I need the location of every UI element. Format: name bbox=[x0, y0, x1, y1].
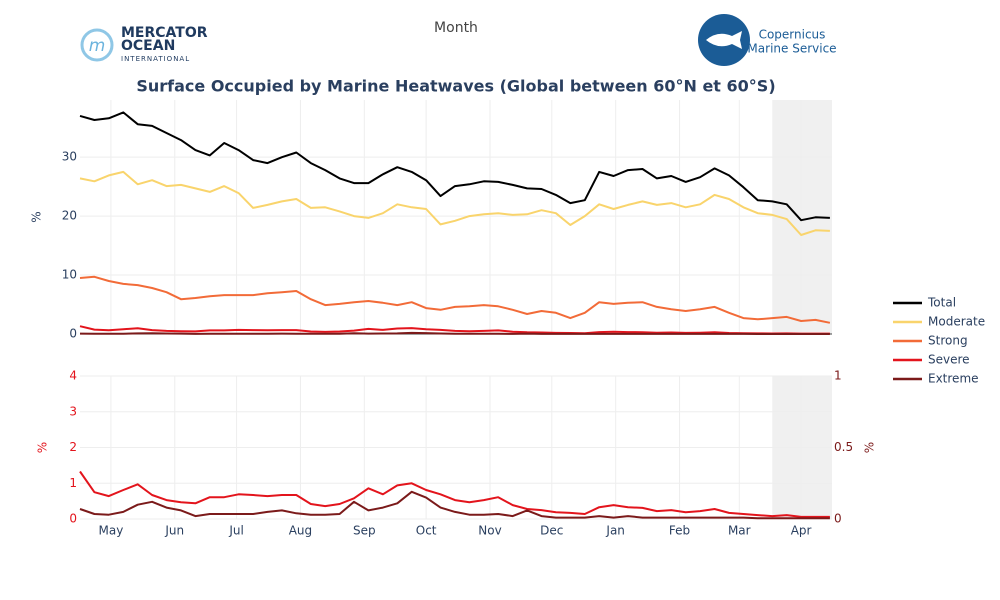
y-tick-label: 10 bbox=[62, 268, 77, 282]
y-axis-title: % bbox=[30, 211, 44, 222]
x-tick-label: Jul bbox=[228, 524, 243, 538]
series-line bbox=[79, 325, 830, 335]
series-line bbox=[79, 331, 830, 335]
logo-text: MERCATOR bbox=[121, 25, 208, 41]
y2-tick-label: 0 bbox=[834, 512, 842, 526]
y-tick-label: 30 bbox=[62, 150, 77, 164]
legend-label: Moderate bbox=[928, 315, 985, 329]
x-tick-label: Jan bbox=[605, 524, 625, 538]
mercator-logo: m MERCATOR OCEAN INTERNATIONAL bbox=[80, 25, 208, 63]
logo-glyph: m bbox=[89, 36, 106, 56]
x-tick-label: Dec bbox=[540, 524, 563, 538]
lower-series-line bbox=[79, 470, 830, 518]
legend-label: Total bbox=[927, 296, 956, 310]
logo-text: Copernicus bbox=[759, 28, 826, 42]
logo-icon bbox=[80, 28, 114, 62]
x-tick-label: Mar bbox=[728, 524, 751, 538]
y-axis-title: % bbox=[36, 442, 50, 453]
legend-label: Strong bbox=[928, 334, 968, 348]
legend-label: Extreme bbox=[928, 372, 979, 386]
legend-label: Severe bbox=[928, 353, 970, 367]
logo-fish bbox=[706, 31, 742, 49]
x-tick-label: Oct bbox=[416, 524, 437, 538]
y-tick-label: 20 bbox=[62, 209, 77, 223]
x-tick-label: Aug bbox=[289, 524, 312, 538]
series-line bbox=[79, 170, 830, 236]
series-line bbox=[79, 275, 831, 324]
logo-text: Marine Service bbox=[747, 42, 836, 56]
y-tick-label: 2 bbox=[69, 440, 77, 454]
y-tick-label: 1 bbox=[69, 476, 77, 490]
y-tick-label: 0 bbox=[69, 512, 77, 526]
logo-text: INTERNATIONAL bbox=[121, 55, 190, 63]
x-tick-label: Feb bbox=[669, 524, 690, 538]
y2-tick-label: 0.5 bbox=[834, 440, 853, 454]
x-tick-label: Sep bbox=[353, 524, 376, 538]
logo-text: OCEAN bbox=[121, 38, 175, 54]
y2-axis-title: % bbox=[863, 442, 877, 453]
y-tick-label: 0 bbox=[69, 327, 77, 341]
lower-series-line bbox=[79, 490, 830, 520]
x-tick-label: Nov bbox=[478, 524, 501, 538]
y-tick-label: 4 bbox=[69, 369, 77, 383]
copernicus-logo: Copernicus Marine Service bbox=[698, 14, 837, 66]
chart-title: Surface Occupied by Marine Heatwaves (Gl… bbox=[136, 77, 775, 96]
x-axis-title: Month bbox=[434, 20, 478, 36]
series-line bbox=[79, 111, 830, 222]
y2-tick-label: 1 bbox=[834, 369, 842, 383]
x-tick-label: Apr bbox=[791, 524, 812, 538]
x-tick-label: May bbox=[98, 524, 123, 538]
x-tick-label: Jun bbox=[164, 524, 184, 538]
y-tick-label: 3 bbox=[69, 404, 77, 418]
